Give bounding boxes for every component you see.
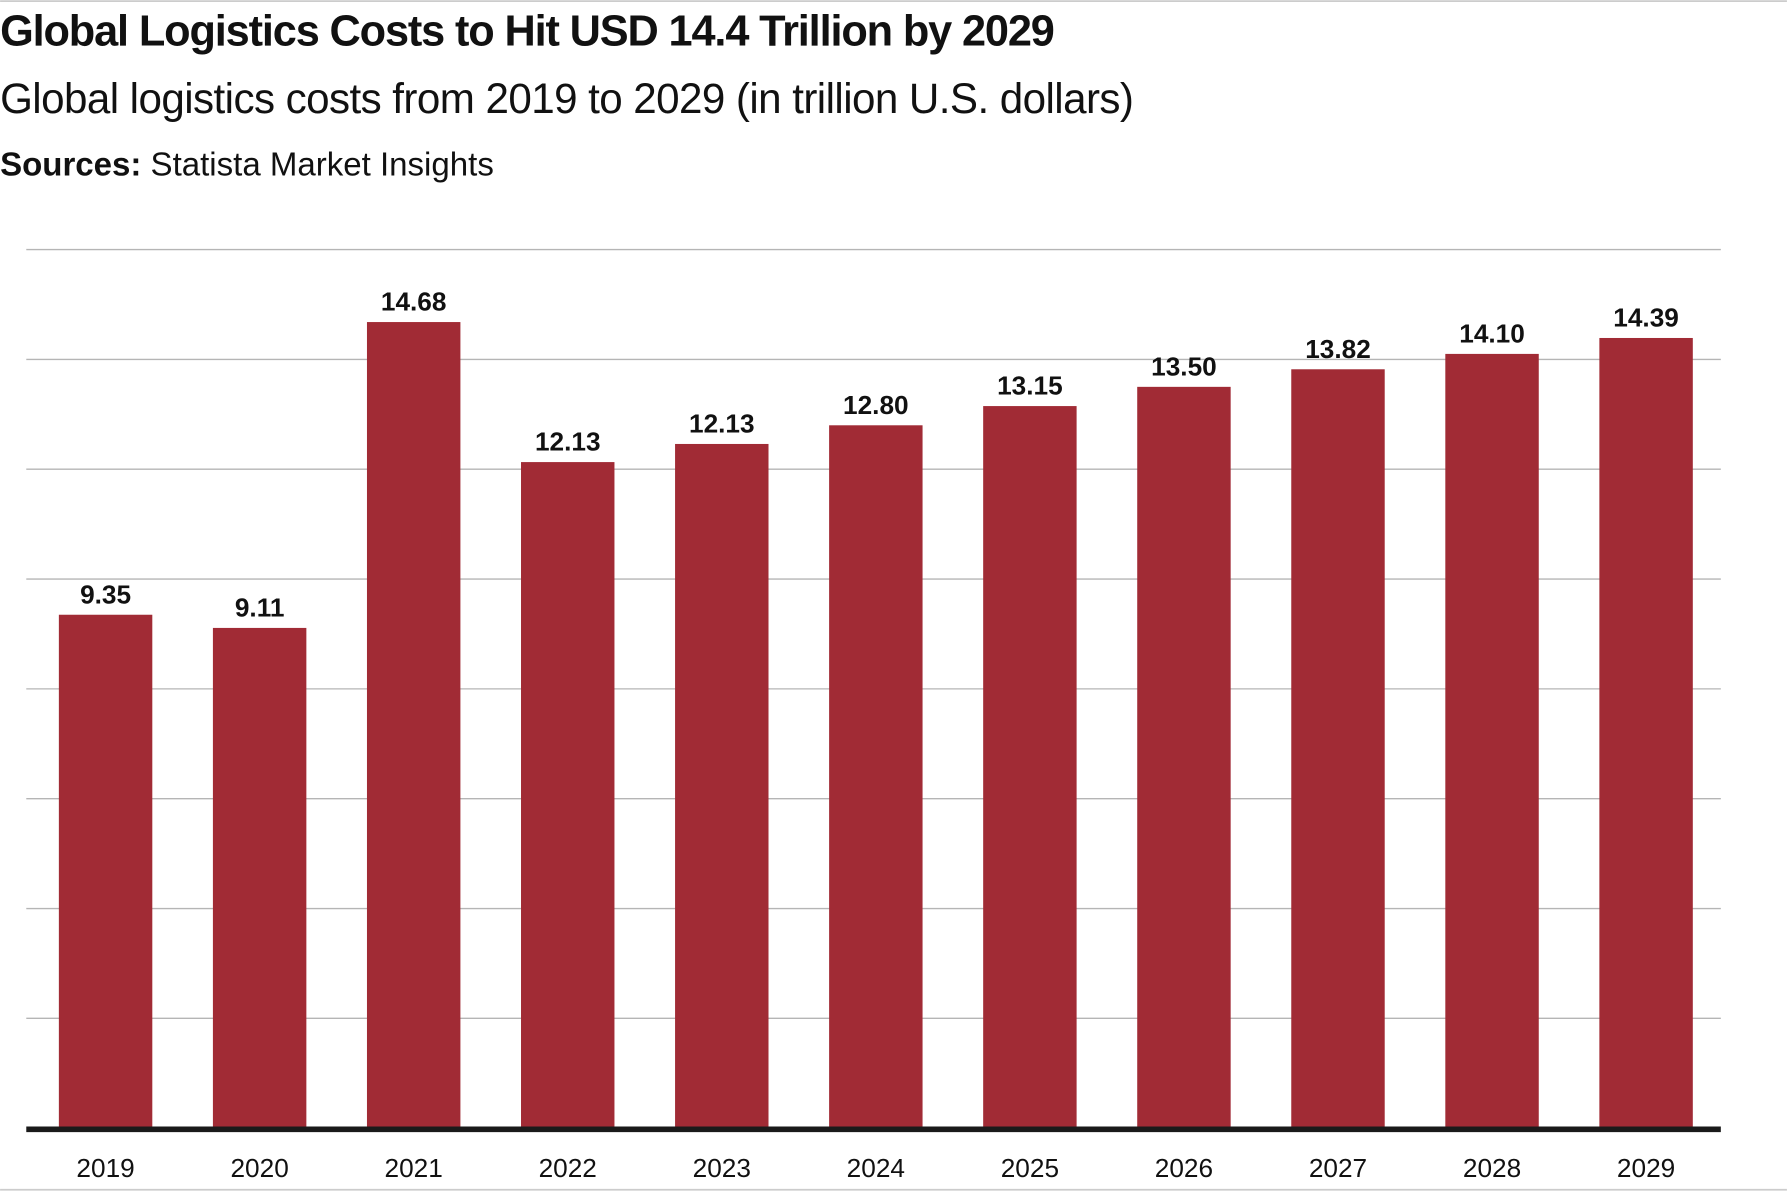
x-tick-2023: 2023 [693,1153,751,1183]
chart-subtitle: Global logistics costs from 2019 to 2029… [0,75,1133,122]
bar-2020 [212,627,307,1129]
x-tick-2020: 2020 [230,1153,288,1183]
data-label-2020: 9.11 [235,593,285,623]
data-label-2029: 14.39 [1613,303,1679,333]
chart-source: Sources: Statista Market Insights [0,146,494,183]
bar-2028 [1445,353,1539,1129]
bar-2021 [366,322,461,1129]
x-tick-2029: 2029 [1617,1153,1675,1183]
data-label-2022: 12.13 [535,427,601,457]
bar-2025 [983,406,1077,1129]
x-tick-2026: 2026 [1155,1153,1213,1183]
bar-2027 [1291,369,1385,1129]
data-label-2021: 14.68 [381,287,447,317]
x-axis-ticks: 2019 2020 2021 2022 2023 2024 2025 2026 2027 2028… [76,1153,1675,1183]
bar-2022 [521,462,615,1129]
data-label-2025: 13.15 [997,371,1063,401]
chart-title: Global Logistics Costs to Hit USD 14.4 T… [0,8,1054,56]
x-tick-2028: 2028 [1463,1153,1521,1183]
source-label: Sources: [0,146,141,183]
bar-2019 [58,614,153,1129]
data-label-2023: 12.13 [689,409,755,439]
data-label-2027: 13.82 [1305,334,1371,364]
x-tick-2019: 2019 [76,1153,134,1183]
x-tick-2021: 2021 [385,1153,443,1183]
data-label-2019: 9.35 [80,579,131,609]
source-text: Statista Market Insights [151,146,494,183]
data-label-2026: 13.50 [1151,351,1217,381]
data-label-2024: 12.80 [843,390,909,420]
bar-2029 [1599,337,1693,1129]
bar-2024 [829,425,923,1129]
x-tick-2027: 2027 [1309,1153,1367,1183]
bar-2026 [1137,386,1231,1129]
bars [58,322,1693,1129]
data-label-2028: 14.10 [1459,319,1525,349]
x-tick-2022: 2022 [539,1153,597,1183]
data-labels: 9.35 9.11 14.68 12.13 12.13 12.80 13.15 13.50 13… [80,287,1679,623]
x-tick-2024: 2024 [847,1153,905,1183]
x-tick-2025: 2025 [1001,1153,1059,1183]
bar-2023 [675,443,769,1129]
